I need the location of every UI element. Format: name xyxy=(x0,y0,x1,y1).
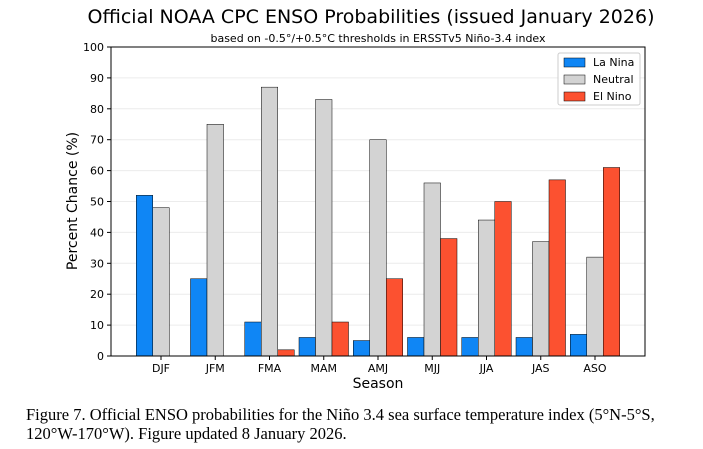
bar-la-nina-jja xyxy=(461,337,479,357)
x-tick-label: ASO xyxy=(583,362,607,375)
legend-swatch xyxy=(563,57,586,68)
bar-la-nina-amj xyxy=(353,340,370,357)
bar-neutral-djf xyxy=(152,207,170,357)
bar-el-nino-jas xyxy=(548,179,566,357)
y-tick-label: 90 xyxy=(90,72,104,85)
x-axis: DJF JFM FMA MAM AMJ MJJ JJA JAS ASO xyxy=(152,356,607,375)
bar-el-nino-amj xyxy=(386,278,403,357)
bar-el-nino-jja xyxy=(494,201,512,357)
x-tick-label: JFM xyxy=(205,362,225,375)
figure-caption: Figure 7. Official ENSO probabilities fo… xyxy=(26,405,698,443)
x-tick-label: FMA xyxy=(258,362,282,375)
legend-label: Neutral xyxy=(593,73,634,86)
legend-swatch xyxy=(563,91,586,102)
x-tick-label: JAS xyxy=(531,362,550,375)
x-tick-label: DJF xyxy=(152,362,170,375)
bar-la-nina-aso xyxy=(570,334,587,357)
legend-swatch xyxy=(563,74,586,85)
x-tick-label: MJJ xyxy=(424,362,440,375)
caption-line-2: 120°W-170°W). Figure updated 8 January 2… xyxy=(26,424,347,443)
bars xyxy=(136,86,620,357)
enso-probability-chart: Official NOAA CPC ENSO Probabilities (is… xyxy=(65,6,655,392)
y-tick-label: 50 xyxy=(90,196,104,209)
y-tick-label: 80 xyxy=(90,103,104,116)
bar-neutral-fma xyxy=(261,86,278,357)
y-axis-label: Percent Chance (%) xyxy=(65,132,81,270)
y-tick-label: 60 xyxy=(90,165,104,178)
bar-la-nina-jfm xyxy=(190,278,208,357)
bar-la-nina-djf xyxy=(136,195,153,357)
bar-neutral-mjj xyxy=(423,182,441,357)
bar-el-nino-aso xyxy=(603,167,620,357)
bar-la-nina-mam xyxy=(298,337,316,357)
chart-subtitle: based on -0.5°/+0.5°C thresholds in ERSS… xyxy=(210,32,546,45)
x-tick-label: MAM xyxy=(310,362,337,375)
y-tick-label: 10 xyxy=(90,319,104,332)
y-tick-label: 40 xyxy=(90,226,104,239)
y-axis: 0 10 20 30 40 50 60 70 80 90 100 xyxy=(83,41,111,363)
x-axis-label: Season xyxy=(353,376,404,392)
bar-neutral-aso xyxy=(586,256,604,357)
legend-label: El Nino xyxy=(593,90,632,103)
bar-neutral-jas xyxy=(532,241,550,357)
bar-la-nina-mjj xyxy=(407,337,425,357)
x-tick-label: JJA xyxy=(479,362,494,375)
bar-la-nina-jas xyxy=(515,337,533,357)
bar-neutral-mam xyxy=(315,99,333,357)
bar-neutral-jja xyxy=(478,219,495,357)
legend: La Nina Neutral El Nino xyxy=(557,52,641,106)
bar-la-nina-fma xyxy=(244,321,262,357)
chart-title: Official NOAA CPC ENSO Probabilities (is… xyxy=(88,6,655,28)
bar-el-nino-mjj xyxy=(440,238,458,357)
bar-neutral-jfm xyxy=(206,124,224,357)
x-tick-label: AMJ xyxy=(368,362,388,375)
bar-el-nino-mam xyxy=(331,321,349,357)
legend-label: La Nina xyxy=(593,56,634,69)
caption-line-1: Figure 7. Official ENSO probabilities fo… xyxy=(26,405,655,424)
y-tick-label: 30 xyxy=(90,257,104,270)
y-tick-label: 100 xyxy=(83,41,104,54)
y-tick-label: 0 xyxy=(97,350,104,363)
bar-neutral-amj xyxy=(369,139,387,357)
y-tick-label: 70 xyxy=(90,134,104,147)
bar-el-nino-fma xyxy=(277,349,295,357)
y-tick-label: 20 xyxy=(90,288,104,301)
